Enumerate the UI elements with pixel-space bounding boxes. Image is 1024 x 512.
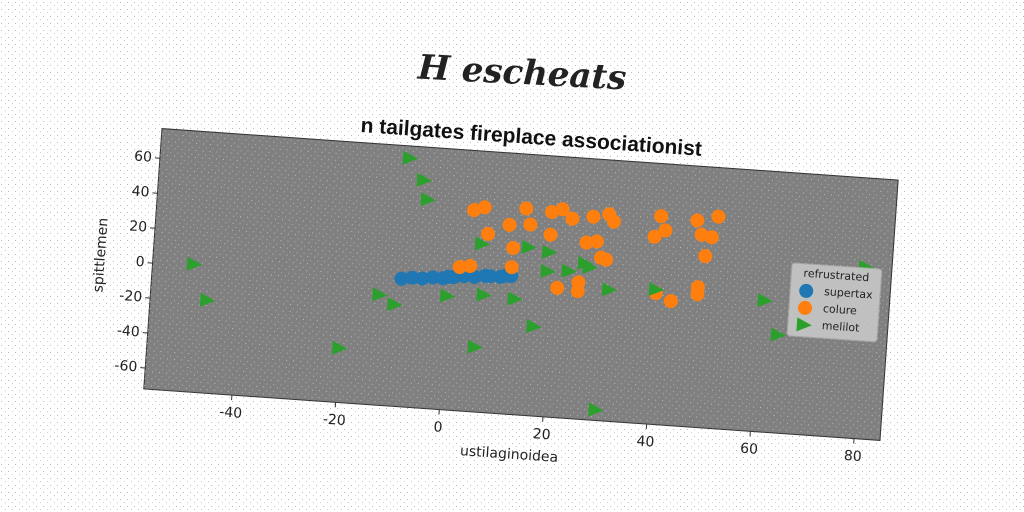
circle-marker bbox=[606, 214, 621, 229]
triangle-marker bbox=[601, 282, 618, 297]
x-axis-label: ustilaginoidea bbox=[460, 443, 559, 466]
triangle-marker bbox=[372, 287, 388, 302]
circle-marker bbox=[570, 284, 585, 299]
triangle-marker bbox=[561, 263, 577, 278]
circle-marker bbox=[452, 260, 467, 275]
y-tick-label: 0 bbox=[135, 254, 145, 271]
circle-marker bbox=[711, 209, 726, 224]
triangle-marker bbox=[402, 150, 418, 165]
circle-marker bbox=[506, 240, 521, 255]
circle-marker bbox=[467, 269, 482, 284]
legend-marker bbox=[799, 283, 814, 298]
x-tick-label: 80 bbox=[843, 448, 862, 465]
legend-marker bbox=[798, 300, 813, 315]
circle-marker bbox=[647, 229, 662, 244]
legend-label: supertax bbox=[824, 285, 874, 301]
triangle-marker bbox=[467, 339, 483, 354]
plot-noise bbox=[143, 128, 899, 441]
triangle-marker bbox=[770, 327, 786, 342]
circle-marker bbox=[690, 287, 705, 302]
circle-marker bbox=[545, 205, 560, 220]
circle-marker bbox=[523, 217, 538, 232]
y-tick-label: 40 bbox=[131, 183, 150, 200]
circle-marker bbox=[555, 202, 570, 217]
legend-label: melilot bbox=[821, 319, 860, 335]
x-tick-label: 0 bbox=[433, 419, 443, 436]
triangle-marker bbox=[186, 256, 203, 271]
circle-marker bbox=[394, 271, 409, 286]
triangle-marker bbox=[588, 402, 604, 417]
circle-marker bbox=[690, 213, 705, 228]
circle-marker bbox=[663, 294, 678, 309]
triangle-marker bbox=[648, 282, 665, 297]
y-axis-label: spittlemen bbox=[90, 217, 111, 293]
legend-label: colure bbox=[823, 302, 858, 317]
triangle-marker bbox=[526, 319, 542, 334]
circle-marker bbox=[599, 252, 614, 267]
circle-marker bbox=[589, 234, 604, 249]
triangle-marker bbox=[420, 192, 436, 207]
legend-box bbox=[786, 262, 883, 343]
circle-marker bbox=[543, 227, 558, 242]
triangle-marker bbox=[540, 263, 556, 278]
circle-marker bbox=[519, 201, 534, 216]
y-tick-label: -40 bbox=[116, 323, 140, 341]
y-tick-label: -60 bbox=[114, 358, 138, 376]
x-tick-label: 20 bbox=[532, 426, 551, 443]
x-tick-label: 60 bbox=[740, 441, 759, 458]
circle-marker bbox=[415, 271, 430, 286]
triangle-marker bbox=[439, 288, 456, 303]
triangle-marker bbox=[521, 239, 537, 254]
triangle-marker bbox=[541, 244, 558, 259]
y-tick-label: 60 bbox=[134, 149, 153, 166]
y-tick-label: 20 bbox=[129, 218, 148, 235]
x-tick-label: -20 bbox=[322, 412, 346, 430]
triangle-marker bbox=[387, 297, 403, 312]
circle-marker bbox=[425, 270, 440, 285]
triangle-marker bbox=[476, 287, 492, 302]
circle-marker bbox=[504, 260, 519, 275]
circle-marker bbox=[483, 269, 498, 284]
circle-marker bbox=[704, 230, 719, 245]
triangle-marker bbox=[757, 293, 773, 308]
x-tick-label: -40 bbox=[219, 404, 243, 422]
circle-marker bbox=[477, 200, 492, 215]
circle-marker bbox=[446, 270, 461, 285]
circle-marker bbox=[481, 226, 496, 241]
y-tick-label: -20 bbox=[119, 288, 143, 306]
circle-marker bbox=[698, 249, 713, 264]
circle-marker bbox=[463, 259, 478, 274]
triangle-marker bbox=[474, 236, 491, 251]
circle-marker bbox=[654, 209, 669, 224]
circle-marker bbox=[658, 223, 673, 238]
circle-marker bbox=[565, 211, 580, 226]
circle-marker bbox=[550, 280, 565, 295]
legend-marker bbox=[796, 317, 812, 332]
triangle-marker bbox=[199, 292, 216, 307]
plot-group: n tailgates fireplace associationist -40… bbox=[90, 114, 899, 466]
triangle-marker bbox=[507, 291, 523, 306]
circle-marker bbox=[586, 209, 601, 224]
circle-marker bbox=[502, 217, 517, 232]
triangle-marker bbox=[582, 259, 598, 274]
circle-marker bbox=[467, 203, 482, 218]
circle-marker bbox=[405, 270, 420, 285]
x-tick-label: 40 bbox=[636, 433, 655, 450]
triangle-marker bbox=[331, 340, 348, 355]
legend-title: refrustrated bbox=[803, 267, 870, 285]
triangle-marker bbox=[416, 172, 433, 187]
circle-marker bbox=[579, 235, 594, 250]
